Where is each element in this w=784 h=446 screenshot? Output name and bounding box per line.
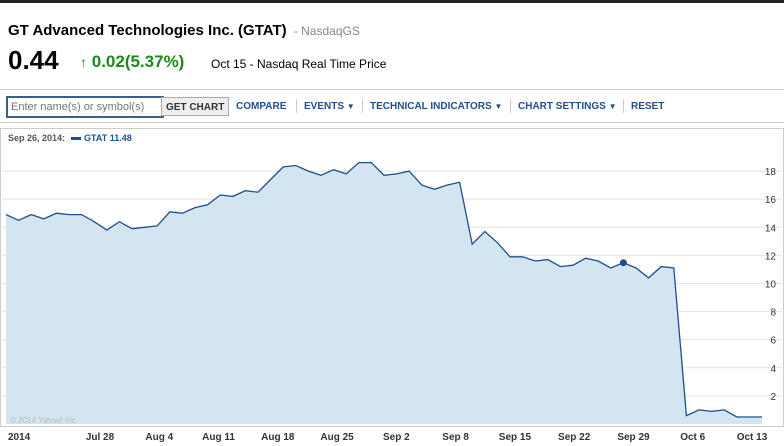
x-tick-label: Sep 29 [617,432,650,443]
change-value: 0.02(5.37%) [91,52,185,71]
y-tick-label: 12 [765,251,777,262]
x-tick-label: Aug 4 [145,432,173,443]
exchange-label: - NasdaqGS [293,24,360,38]
y-tick-label: 14 [765,223,777,234]
y-tick-label: 10 [765,279,777,290]
price-chart[interactable]: 2 4 6 8 10 12 14 16 18 2014 Jul 28 Aug 4 Aug 11 Aug … [0,128,784,446]
x-tick-label: Sep 8 [442,432,469,443]
toolbar-divider [296,99,297,113]
compare-button[interactable]: COMPARE [236,101,287,112]
price-line [5,161,762,418]
price-change: ↑ 0.02(5.37%) [80,52,184,72]
y-axis-labels: 2 4 6 8 10 12 14 16 18 [765,167,777,403]
x-tick-label: Aug 18 [261,432,295,443]
legend-date: Sep 26, 2014: [8,133,66,143]
y-tick-label: 18 [765,167,777,178]
symbol-search-input[interactable] [6,96,164,118]
get-chart-button[interactable]: GET CHART [161,97,230,116]
technical-indicators-menu[interactable]: TECHNICAL INDICATORS ▼ [370,101,502,112]
caret-down-icon: ▼ [608,102,617,111]
events-menu[interactable]: EVENTS ▼ [304,101,355,112]
last-price: 0.44 [8,45,59,75]
x-tick-label: 2014 [8,432,31,443]
caret-down-icon: ▼ [346,102,355,111]
y-tick-label: 8 [770,308,776,319]
toolbar-divider [623,99,624,113]
quote-header: GT Advanced Technologies Inc. (GTAT) - N… [8,22,360,39]
x-tick-label: Aug 25 [320,432,354,443]
caret-down-icon: ▼ [494,102,503,111]
price-timestamp: Oct 15 - Nasdaq Real Time Price [211,57,387,71]
x-tick-label: Oct 13 [737,432,768,443]
y-tick-label: 16 [765,195,777,206]
hover-marker [619,259,627,267]
reset-button[interactable]: RESET [631,101,665,112]
chart-toolbar: GET CHART COMPARE EVENTS ▼ TECHNICAL IND… [0,89,784,123]
y-tick-label: 6 [770,336,776,347]
toolbar-divider [510,99,511,113]
toolbar-divider [362,99,363,113]
events-label: EVENTS [304,101,345,112]
x-tick-label: Aug 11 [202,432,235,443]
legend-series: GTAT 11.48 [84,133,132,143]
x-tick-label: Sep 15 [499,432,532,443]
x-tick-label: Sep 22 [558,432,591,443]
chart-legend: Sep 26, 2014: GTAT 11.48 [8,133,132,143]
x-tick-label: Jul 28 [86,432,115,443]
x-tick-label: Sep 2 [383,432,410,443]
copyright-text: © 2014 Yahoo! Inc. [10,416,78,425]
technical-indicators-label: TECHNICAL INDICATORS [370,101,492,112]
top-border [0,0,784,3]
y-tick-label: 4 [770,364,776,375]
company-name: GT Advanced Technologies Inc. (GTAT) [8,22,287,39]
series-swatch [71,137,82,141]
up-arrow-icon: ↑ [80,54,87,70]
y-tick-label: 2 [770,392,776,403]
chart-settings-menu[interactable]: CHART SETTINGS ▼ [518,101,616,112]
price-area-fill [6,162,762,424]
x-tick-label: Oct 6 [680,432,705,443]
x-axis-labels: 2014 Jul 28 Aug 4 Aug 11 Aug 18 Aug 25 Sep 2 Se… [8,432,768,443]
chart-settings-label: CHART SETTINGS [518,101,606,112]
